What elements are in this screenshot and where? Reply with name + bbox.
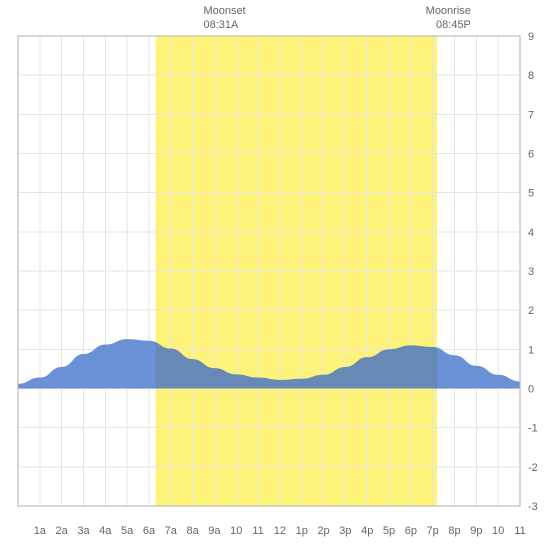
x-tick-label: 11 (514, 525, 525, 537)
x-tick-label: 6p (405, 525, 417, 537)
x-tick-label: 8a (186, 525, 199, 537)
x-tick-label: 5a (121, 525, 134, 537)
x-tick-label: 10 (492, 525, 504, 537)
y-tick-label: 1 (528, 344, 534, 356)
x-tick-label: 3a (77, 525, 90, 537)
x-tick-label: 9a (208, 525, 221, 537)
y-tick-label: 3 (528, 266, 534, 278)
x-tick-label: 11 (252, 525, 263, 537)
x-tick-label: 10 (230, 525, 242, 537)
y-tick-label: 2 (528, 305, 534, 317)
x-tick-label: 1a (34, 525, 47, 537)
x-tick-label: 2p (317, 525, 329, 537)
y-tick-label: 9 (528, 31, 534, 43)
y-tick-label: 6 (528, 149, 534, 161)
y-tick-label: 4 (528, 227, 534, 239)
y-tick-label: 7 (528, 109, 534, 121)
x-tick-label: 4p (361, 525, 373, 537)
y-tick-label: 8 (528, 70, 534, 82)
tide-chart: -3-2-101234567891a2a3a4a5a6a7a8a9a101112… (0, 0, 550, 550)
x-tick-label: 9p (470, 525, 482, 537)
x-tick-label: 6a (143, 525, 156, 537)
y-tick-label: 5 (528, 188, 534, 200)
x-tick-label: 7p (427, 525, 439, 537)
x-tick-label: 1p (296, 525, 308, 537)
x-tick-label: 7a (165, 525, 178, 537)
y-tick-label: -3 (528, 501, 538, 513)
x-tick-label: 4a (99, 525, 112, 537)
tide-chart-container: Moonset 08:31A Moonrise 08:45P -3-2-1012… (0, 0, 550, 550)
x-tick-label: 3p (339, 525, 351, 537)
x-tick-label: 2a (56, 525, 69, 537)
y-tick-label: -2 (528, 462, 538, 474)
x-tick-label: 8p (448, 525, 460, 537)
x-tick-label: 5p (383, 525, 395, 537)
y-tick-label: -1 (528, 423, 538, 435)
y-tick-label: 0 (528, 384, 534, 396)
x-tick-label: 12 (274, 525, 286, 537)
